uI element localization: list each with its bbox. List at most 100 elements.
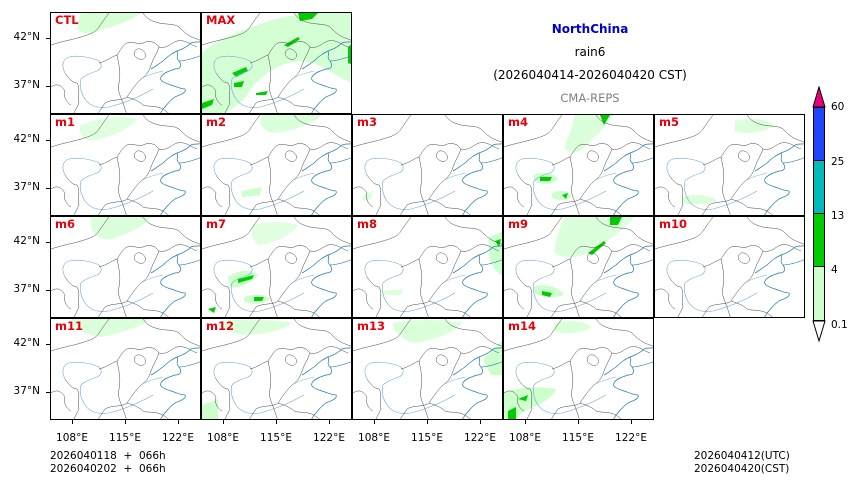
panel-label: m8 [357,217,377,231]
panel-label: m4 [508,115,528,129]
region-title: NorthChina [551,22,629,36]
y-tick-label: 42°N [13,235,40,247]
init-time-1: 2026040118 + 066h [50,450,166,462]
y-tick-mark [46,344,50,345]
rain-map [504,217,654,318]
x-tick-mark [374,420,375,424]
rain-map [504,319,654,419]
x-tick-mark [276,420,277,424]
y-tick-mark [46,290,50,291]
rain-map [353,319,502,420]
x-tick-mark [480,420,481,424]
x-tick-mark [329,420,330,424]
valid-time-cst: 2026040420(CST) [694,463,790,475]
map-panel-m5: m5 [654,114,805,216]
x-tick-label: 108°E [358,432,390,444]
colorbar-label: 0.1 [831,319,848,331]
colorbar-seg-0.1-4 [813,266,825,321]
x-tick-label: 115°E [562,432,594,444]
panel-label: m2 [206,115,226,129]
map-panel-m14: m14 [503,318,654,420]
x-tick-label: 115°E [411,432,443,444]
y-tick-mark [46,86,50,87]
map-panel-m9: m9 [503,216,654,318]
y-tick-mark [46,188,50,189]
rain-map [655,217,805,318]
x-tick-mark [178,420,179,424]
rain-map [504,115,654,216]
panel-label: m9 [508,217,528,231]
y-tick-label: 42°N [13,133,40,145]
x-tick-label: 108°E [56,432,88,444]
rain-map [353,115,503,216]
rain-map [202,13,351,113]
map-panel-m4: m4 [503,114,654,216]
rain-map [51,319,201,420]
y-tick-mark [46,38,50,39]
colorbar-seg-13-25 [813,160,825,214]
y-tick-label: 42°N [13,31,40,43]
x-tick-label: 108°E [509,432,541,444]
panel-label: m13 [357,319,385,333]
rain-map [202,319,352,419]
map-panel-m13: m13 [352,318,503,420]
period-title: (2026040414-2026040420 CST) [493,68,687,82]
colorbar-label: 13 [831,210,845,222]
colorbar-label: 25 [831,156,845,168]
colorbar-extend-min [812,320,826,342]
x-tick-mark [223,420,224,424]
panel-label: m7 [206,217,226,231]
map-panel-ctl: CTL [50,12,201,114]
rain-map [202,115,352,216]
map-panel-m2: m2 [201,114,352,216]
panel-label: m6 [55,217,75,231]
panel-label: m3 [357,115,377,129]
y-tick-mark [46,242,50,243]
panel-label: m1 [55,115,75,129]
y-tick-mark [46,392,50,393]
init-time-2: 2026040202 + 066h [50,463,166,475]
y-tick-label: 37°N [13,283,40,295]
rain-map [202,217,352,318]
rain-map [51,13,201,114]
colorbar-label: 60 [831,101,845,113]
y-tick-label: 37°N [13,79,40,91]
x-tick-label: 122°E [615,432,647,444]
map-panel-m3: m3 [352,114,503,216]
y-tick-label: 37°N [13,181,40,193]
panel-label: m11 [55,319,83,333]
panel-label: m14 [508,319,536,333]
y-tick-mark [46,140,50,141]
colorbar-extend-max [812,86,826,108]
x-tick-mark [427,420,428,424]
x-tick-label: 115°E [260,432,292,444]
x-tick-label: 108°E [207,432,239,444]
colorbar-seg-4-13 [813,213,825,267]
x-tick-label: 115°E [109,432,141,444]
rain-map [51,217,201,318]
x-tick-mark [525,420,526,424]
variable-title: rain6 [574,45,606,59]
map-panel-m7: m7 [201,216,352,318]
panel-label: m10 [659,217,687,231]
map-panel-m10: m10 [654,216,805,318]
panel-label: CTL [55,13,79,27]
panel-label: MAX [206,13,236,27]
model-title: CMA-REPS [560,91,620,105]
rain-map [51,115,201,216]
y-tick-label: 37°N [13,385,40,397]
colorbar-label: 4 [831,264,838,276]
panel-label: m12 [206,319,234,333]
rain-map [353,217,502,318]
map-panel-max: MAX [201,12,352,114]
x-tick-label: 122°E [464,432,496,444]
y-tick-label: 42°N [13,337,40,349]
x-tick-mark [125,420,126,424]
map-panel-m12: m12 [201,318,352,420]
map-panel-m1: m1 [50,114,201,216]
rain-map [655,115,805,216]
colorbar-seg-25-60 [813,107,825,161]
map-panel-m6: m6 [50,216,201,318]
map-panel-m8: m8 [352,216,503,318]
x-tick-label: 122°E [162,432,194,444]
